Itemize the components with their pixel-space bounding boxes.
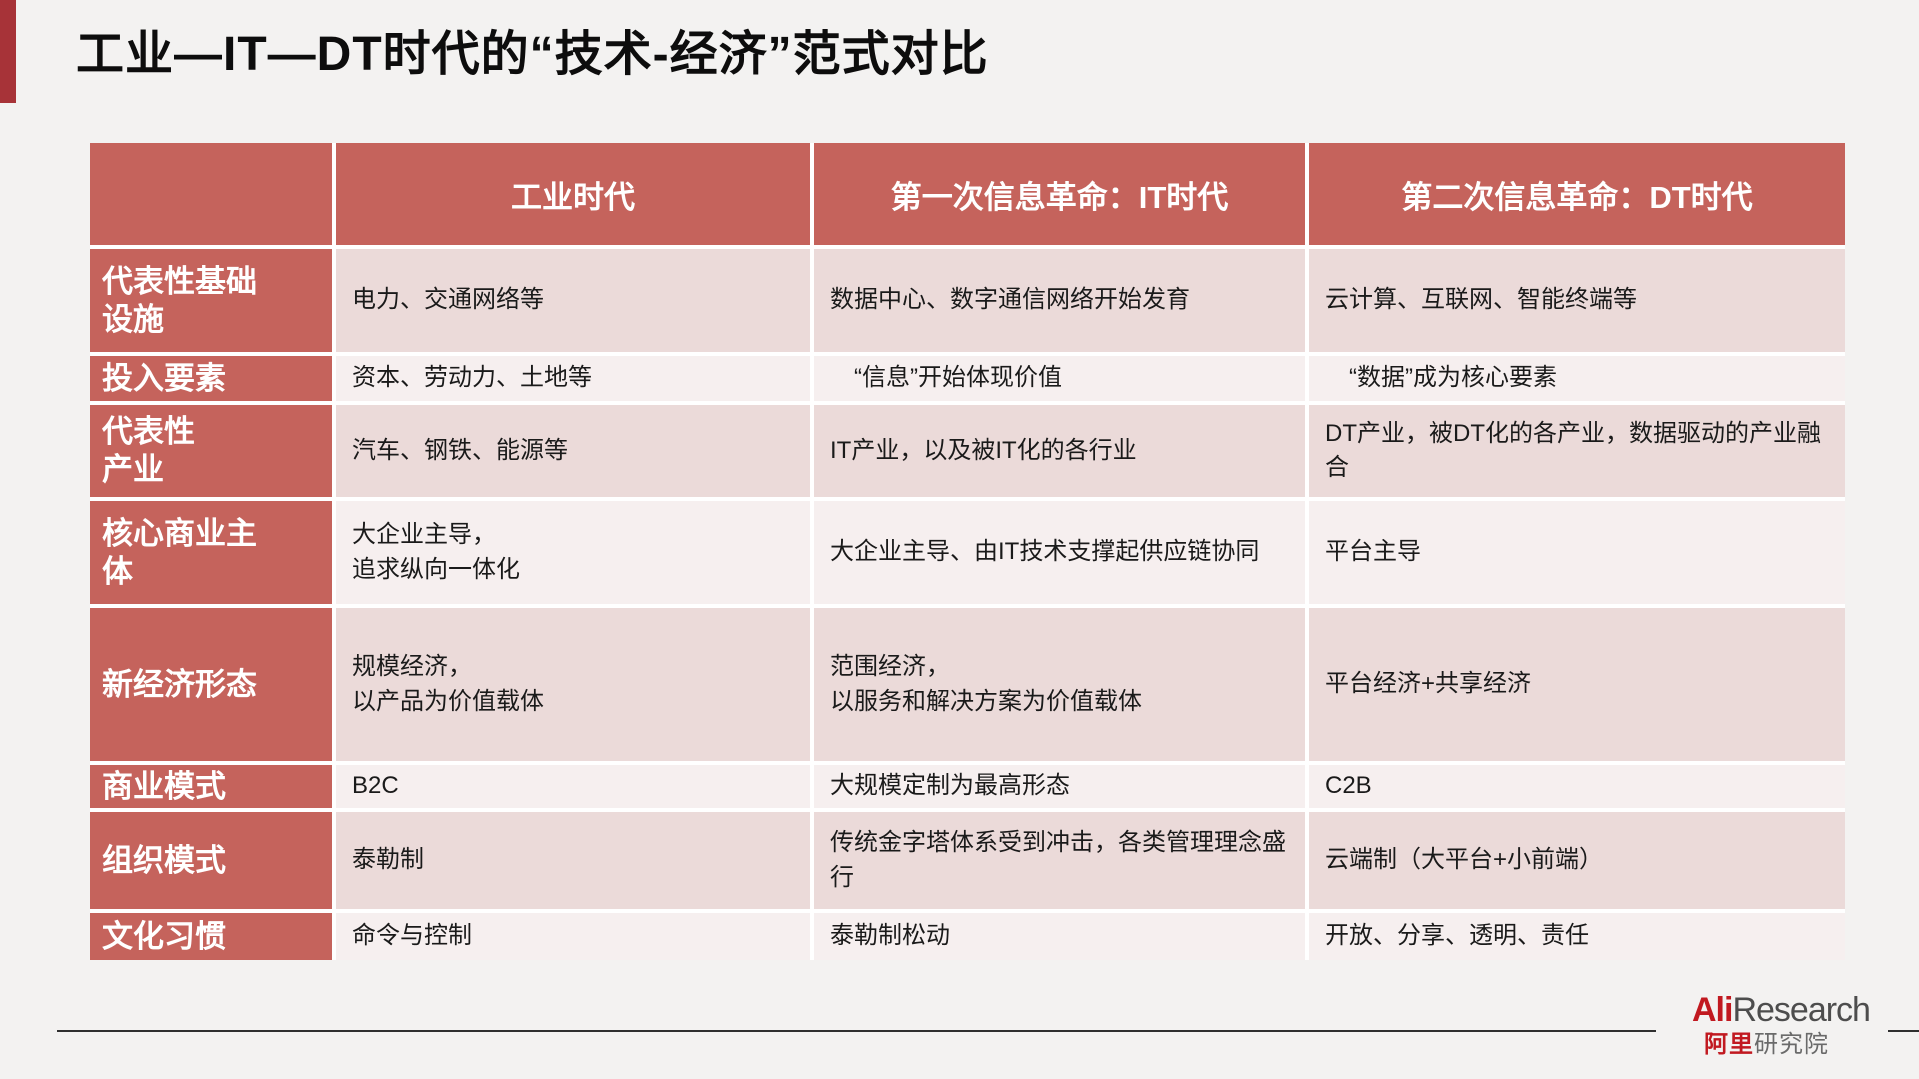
table-cell: 数据中心、数字通信网络开始发育 — [814, 249, 1305, 352]
column-header-industrial-era: 工业时代 — [336, 143, 810, 245]
table-cell: 泰勒制 — [336, 812, 810, 909]
footer-rule-right — [1888, 1030, 1919, 1032]
red-accent-bar — [0, 0, 16, 103]
ali-research-logo: AliResearch 阿里研究院 — [1692, 991, 1892, 1057]
table-cell: 汽车、钢铁、能源等 — [336, 405, 810, 497]
table-cell: DT产业，被DT化的各产业，数据驱动的产业融合 — [1309, 405, 1845, 497]
logo-cn-rest: 研究院 — [1754, 1030, 1829, 1058]
table-cell: 规模经济， 以产品为价值载体 — [336, 608, 810, 761]
column-header-dt-era: 第二次信息革命：DT时代 — [1309, 143, 1845, 245]
row-label-business-model: 商业模式 — [90, 765, 332, 808]
row-label-infrastructure: 代表性基础 设施 — [90, 249, 332, 352]
row-label-organization-model: 组织模式 — [90, 812, 332, 909]
table-cell: 范围经济， 以服务和解决方案为价值载体 — [814, 608, 1305, 761]
table-cell: B2C — [336, 765, 810, 808]
table-cell: 大企业主导， 追求纵向一体化 — [336, 501, 810, 604]
table-cell: 电力、交通网络等 — [336, 249, 810, 352]
table-cell: 传统金字塔体系受到冲击，各类管理理念盛行 — [814, 812, 1305, 909]
table-cell: 泰勒制松动 — [814, 913, 1305, 960]
table-cell: C2B — [1309, 765, 1845, 808]
row-label-input-factors: 投入要素 — [90, 356, 332, 401]
row-label-culture-habits: 文化习惯 — [90, 913, 332, 960]
table-cell: 云计算、互联网、智能终端等 — [1309, 249, 1845, 352]
logo-text-en: AliResearch — [1692, 991, 1892, 1029]
footer-rule-left — [57, 1030, 1656, 1032]
table-cell: 命令与控制 — [336, 913, 810, 960]
table-cell: “数据”成为核心要素 — [1309, 356, 1845, 401]
table-cell: 云端制（大平台+小前端） — [1309, 812, 1845, 909]
logo-en-rest: Research — [1732, 991, 1871, 1029]
row-label-new-economy-form: 新经济形态 — [90, 608, 332, 761]
row-label-core-business-entity: 核心商业主 体 — [90, 501, 332, 604]
table-cell: 平台主导 — [1309, 501, 1845, 604]
row-label-industries: 代表性 产业 — [90, 405, 332, 497]
logo-cn-bold: 阿里 — [1704, 1030, 1754, 1058]
header-corner-cell — [90, 143, 332, 245]
comparison-table: 工业时代 第一次信息革命：IT时代 第二次信息革命：DT时代 代表性基础 设施 … — [90, 143, 1845, 960]
logo-en-bold: Ali — [1692, 991, 1733, 1029]
table-cell: 大企业主导、由IT技术支撑起供应链协同 — [814, 501, 1305, 604]
table-cell: 平台经济+共享经济 — [1309, 608, 1845, 761]
table-cell: 大规模定制为最高形态 — [814, 765, 1305, 808]
table-cell: “信息”开始体现价值 — [814, 356, 1305, 401]
page-title: 工业—IT—DT时代的“技术-经济”范式对比 — [76, 28, 989, 81]
table-cell: 开放、分享、透明、责任 — [1309, 913, 1845, 960]
table-cell: IT产业，以及被IT化的各行业 — [814, 405, 1305, 497]
column-header-it-era: 第一次信息革命：IT时代 — [814, 143, 1305, 245]
logo-text-cn: 阿里研究院 — [1692, 1032, 1892, 1057]
table-cell: 资本、劳动力、土地等 — [336, 356, 810, 401]
